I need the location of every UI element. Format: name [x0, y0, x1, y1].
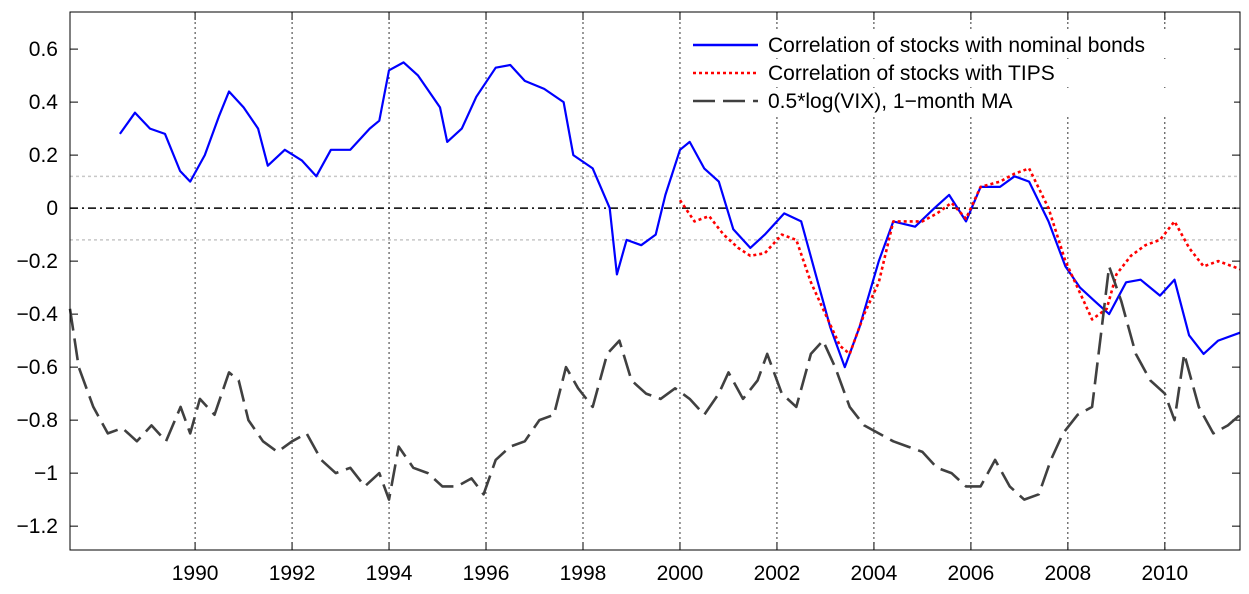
y-tick-label: −1 — [34, 462, 58, 485]
x-tick-label: 2010 — [1141, 562, 1188, 585]
y-tick-label: −1.2 — [17, 515, 58, 538]
series-line — [678, 167, 1241, 356]
x-tick-label: 1994 — [366, 562, 413, 585]
x-tick-label: 1998 — [560, 562, 607, 585]
x-tick-label: 2002 — [754, 562, 801, 585]
x-tick-label: 1996 — [463, 562, 510, 585]
legend-label: Correlation of stocks with TIPS — [768, 62, 1055, 85]
legend-bg — [689, 60, 1234, 86]
legend-bg — [689, 88, 1234, 114]
legend-label: 0.5*log(VIX), 1−month MA — [768, 90, 1013, 113]
x-tick-label: 2004 — [851, 562, 898, 585]
y-tick-label: −0.6 — [17, 356, 58, 379]
x-tick-label: 1990 — [172, 562, 219, 585]
x-tick-label: 1992 — [269, 562, 316, 585]
y-tick-label: 0 — [46, 197, 58, 220]
y-tick-label: −0.8 — [17, 409, 58, 432]
y-tick-label: 0.2 — [29, 144, 58, 167]
y-tick-label: −0.4 — [17, 303, 59, 326]
legend-bg — [689, 32, 1234, 58]
y-tick-label: 0.6 — [29, 38, 58, 61]
y-tick-label: 0.4 — [29, 91, 59, 114]
x-tick-label: 2000 — [657, 562, 704, 585]
legend-label: Correlation of stocks with nominal bonds — [768, 34, 1145, 57]
x-tick-label: 2008 — [1045, 562, 1092, 585]
series-line — [119, 61, 1241, 369]
y-tick-label: −0.2 — [17, 250, 58, 273]
series-line — [68, 265, 1241, 501]
plot-frame — [69, 11, 1241, 551]
x-tick-label: 2006 — [948, 562, 995, 585]
